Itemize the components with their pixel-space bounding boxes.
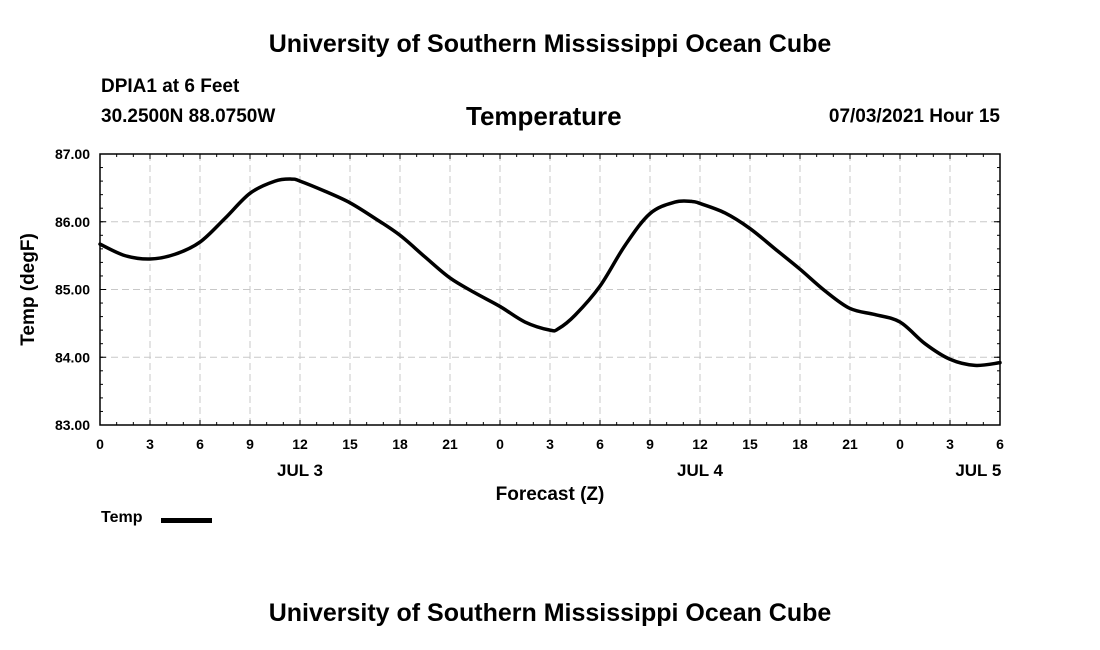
forecast-datetime: 07/03/2021 Hour 15 — [828, 106, 1000, 127]
series-line-temp — [98, 177, 1002, 368]
x-tick-label: 21 — [442, 436, 458, 452]
x-axis-title: Forecast (Z) — [496, 484, 605, 505]
x-tick-label: 18 — [792, 436, 808, 452]
x-tick-label: 9 — [246, 436, 254, 452]
day-label: JUL 3 — [277, 461, 323, 480]
y-tick-label: 83.00 — [55, 417, 90, 433]
x-tick-label: 12 — [292, 436, 308, 452]
x-tick-label: 12 — [692, 436, 708, 452]
day-label: JUL 4 — [677, 461, 724, 480]
y-axis-title: Temp (degF) — [18, 233, 39, 346]
x-tick-label: 15 — [342, 436, 358, 452]
x-tick-label: 18 — [392, 436, 408, 452]
legend-swatch — [161, 518, 212, 523]
variable-title: Temperature — [466, 101, 622, 131]
chart-title-bottom: University of Southern Mississippi Ocean… — [268, 599, 832, 627]
y-tick-label: 87.00 — [55, 146, 90, 162]
x-tick-label: 3 — [946, 436, 954, 452]
x-tick-label: 6 — [596, 436, 604, 452]
x-tick-label: 0 — [96, 436, 104, 452]
x-tick-label: 6 — [996, 436, 1004, 452]
x-tick-label: 3 — [546, 436, 554, 452]
x-tick-label: 9 — [646, 436, 654, 452]
x-tick-label: 3 — [146, 436, 154, 452]
y-tick-label: 86.00 — [55, 214, 90, 230]
station-label: DPIA1 at 6 Feet — [101, 76, 240, 97]
x-tick-label: 6 — [196, 436, 204, 452]
y-tick-label: 84.00 — [55, 349, 90, 365]
chart-title-top: University of Southern Mississippi Ocean… — [268, 30, 832, 58]
x-tick-label: 15 — [742, 436, 758, 452]
day-label: JUL 5 — [955, 461, 1001, 480]
y-tick-label: 85.00 — [55, 282, 90, 298]
x-tick-label: 0 — [896, 436, 904, 452]
x-tick-label: 21 — [842, 436, 858, 452]
station-coordinates: 30.2500N 88.0750W — [101, 106, 276, 127]
x-tick-label: 0 — [496, 436, 504, 452]
legend-label: Temp — [101, 509, 143, 526]
